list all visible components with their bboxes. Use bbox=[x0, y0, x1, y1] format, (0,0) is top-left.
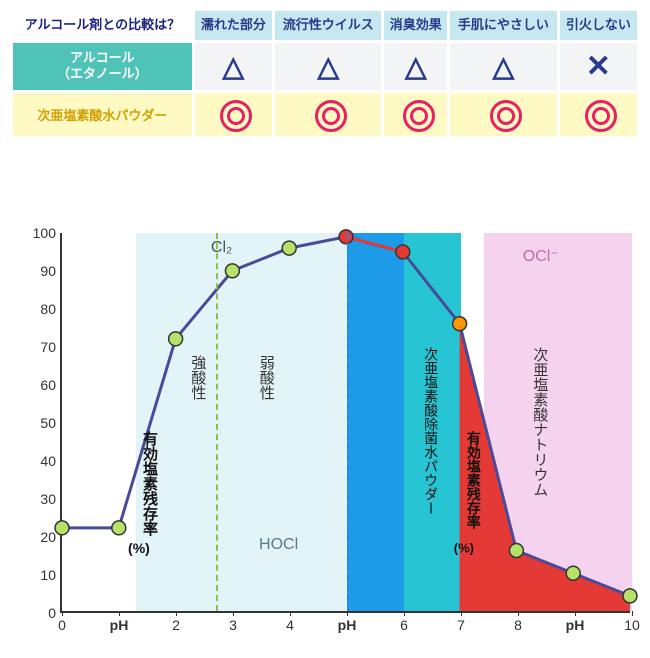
cell-0-3: △ bbox=[450, 43, 556, 90]
y-tick: 80 bbox=[10, 301, 56, 317]
col-header-4: 引火しない bbox=[560, 11, 637, 40]
triangle-icon: △ bbox=[493, 50, 515, 83]
data-point bbox=[623, 589, 637, 603]
triangle-icon: △ bbox=[405, 50, 427, 83]
x-tick-mark bbox=[518, 611, 519, 616]
x-tick: 10 bbox=[624, 617, 640, 633]
y-tick: 100 bbox=[10, 225, 56, 241]
cell-0-2: △ bbox=[384, 43, 447, 90]
y-tick: 60 bbox=[10, 377, 56, 393]
double-circle-icon bbox=[489, 99, 517, 127]
x-tick: 6 bbox=[400, 617, 408, 633]
table-header-row: アルコール剤との比較は？ 濡れた部分流行性ウイルス消臭効果手肌にやさしい引火しな… bbox=[13, 11, 637, 40]
x-tick-mark bbox=[347, 611, 348, 616]
chart-annotation-1: OCl⁻ bbox=[523, 246, 559, 266]
y-tick: 90 bbox=[10, 263, 56, 279]
data-point bbox=[282, 241, 296, 255]
col-header-2: 消臭効果 bbox=[384, 11, 447, 40]
x-tick: 8 bbox=[514, 617, 522, 633]
y-tick: 20 bbox=[10, 529, 56, 545]
x-tick-mark bbox=[461, 611, 462, 616]
x-tick: 4 bbox=[286, 617, 294, 633]
col-header-0: 濡れた部分 bbox=[195, 11, 272, 40]
cell-1-1 bbox=[275, 93, 381, 136]
data-point bbox=[396, 245, 410, 259]
chart-annotation-5: 有効塩素残存率 bbox=[139, 431, 160, 536]
cell-1-4 bbox=[560, 93, 637, 136]
y-tick: 10 bbox=[10, 567, 56, 583]
data-point bbox=[339, 230, 353, 244]
comparison-table: アルコール剤との比較は？ 濡れた部分流行性ウイルス消臭効果手肌にやさしい引火しな… bbox=[10, 8, 640, 139]
chart-annotation-7: 次亜塩素酸除菌水パウダー bbox=[421, 347, 441, 515]
data-point bbox=[509, 544, 523, 558]
vline-0 bbox=[216, 233, 218, 611]
chart-annotation-8: 有効塩素残存率 bbox=[464, 431, 484, 529]
triangle-icon: △ bbox=[223, 50, 245, 83]
double-circle-icon bbox=[314, 99, 342, 127]
data-point bbox=[453, 317, 467, 331]
x-tick: pH bbox=[110, 617, 129, 633]
row-head-0: アルコール（エタノール） bbox=[13, 43, 192, 90]
x-tick-mark bbox=[404, 611, 405, 616]
cell-0-1: △ bbox=[275, 43, 381, 90]
y-tick: 40 bbox=[10, 453, 56, 469]
cell-1-0 bbox=[195, 93, 272, 136]
col-header-3: 手肌にやさしい bbox=[450, 11, 556, 40]
x-tick-mark bbox=[575, 611, 576, 616]
x-tick-mark bbox=[233, 611, 234, 616]
data-point bbox=[566, 566, 580, 580]
y-tick: 30 bbox=[10, 491, 56, 507]
table-row: アルコール（エタノール） △ △ △ △ ✕ bbox=[13, 43, 637, 90]
cell-0-4: ✕ bbox=[560, 43, 637, 90]
x-tick: pH bbox=[338, 617, 357, 633]
vline-1 bbox=[347, 233, 349, 611]
double-circle-icon bbox=[584, 99, 612, 127]
row-head-1: 次亜塩素酸水パウダー bbox=[13, 93, 192, 136]
chart-annotation-2: HOCl bbox=[259, 536, 298, 554]
chart-annotation-3: 強酸性 bbox=[187, 355, 208, 400]
data-point bbox=[112, 521, 126, 535]
x-tick-mark bbox=[119, 611, 120, 616]
double-circle-icon bbox=[402, 99, 430, 127]
x-tick-mark bbox=[290, 611, 291, 616]
triangle-icon: △ bbox=[317, 50, 339, 83]
data-point bbox=[55, 521, 69, 535]
chart-annotation-4: 弱酸性 bbox=[256, 355, 277, 400]
y-tick: 50 bbox=[10, 415, 56, 431]
chart-annotation-10: 次亜塩素酸ナトリウム bbox=[529, 347, 550, 497]
table-row: 次亜塩素酸水パウダー bbox=[13, 93, 637, 136]
x-tick: 7 bbox=[457, 617, 465, 633]
chart-annotation-9: (%) bbox=[454, 541, 474, 556]
cell-1-2 bbox=[384, 93, 447, 136]
x-tick: pH bbox=[566, 617, 585, 633]
y-tick: 70 bbox=[10, 339, 56, 355]
x-tick-mark bbox=[176, 611, 177, 616]
cross-icon: ✕ bbox=[586, 49, 611, 84]
x-tick: 0 bbox=[58, 617, 66, 633]
cell-1-3 bbox=[450, 93, 556, 136]
x-tick: 2 bbox=[172, 617, 180, 633]
data-point bbox=[169, 332, 183, 346]
chart-annotation-0: Cl₂ bbox=[211, 239, 232, 257]
x-tick: 3 bbox=[229, 617, 237, 633]
red-line-segment bbox=[346, 237, 403, 252]
data-point bbox=[225, 264, 239, 278]
table-corner: アルコール剤との比較は？ bbox=[13, 11, 192, 40]
ph-chart: 0 pH 2 3 4 pH 6 7 8 pH 10 Cl₂ OCl⁻ HOCl 強酸性 弱酸性有効塩素残存率 (… bbox=[10, 223, 640, 643]
x-tick-mark bbox=[632, 611, 633, 616]
x-tick-mark bbox=[62, 611, 63, 616]
chart-annotation-6: (%) bbox=[128, 540, 150, 556]
plot-area: 0pH234pH678pH10Cl₂OCl⁻HOCl強酸性弱酸性有効塩素残存率(… bbox=[60, 233, 630, 613]
cell-0-0: △ bbox=[195, 43, 272, 90]
y-tick: 0 bbox=[10, 605, 56, 621]
col-header-1: 流行性ウイルス bbox=[275, 11, 381, 40]
double-circle-icon bbox=[219, 99, 247, 127]
